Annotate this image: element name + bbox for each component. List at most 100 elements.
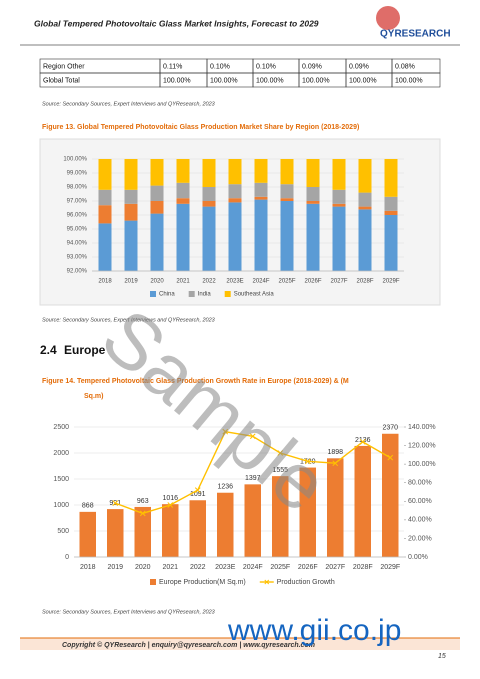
bar [228, 184, 242, 199]
y-tick-label: 1500 [53, 476, 69, 483]
y-tick-label: 100.00% [63, 157, 87, 163]
bar [384, 159, 398, 197]
x-tick-label: 2025F [270, 564, 290, 571]
bar [358, 192, 372, 207]
x-tick-label: 2027F [325, 564, 345, 571]
bar [332, 203, 346, 207]
bar [228, 202, 242, 271]
bar [306, 203, 320, 271]
table-cell-text: 0.11% [163, 63, 182, 70]
bar [134, 506, 151, 557]
y-tick-label: 93.00% [67, 255, 88, 261]
logo-text: QYRESEARCH [380, 29, 451, 40]
y2-tick-label: 80.00% [408, 480, 432, 487]
bar [98, 205, 112, 224]
line-marker [359, 439, 366, 445]
source-note: Source: Secondary Sources, Expert Interv… [42, 317, 216, 323]
line-marker [387, 454, 394, 461]
legend-swatch [150, 291, 156, 297]
data-label: 1016 [162, 495, 178, 502]
bar [306, 187, 320, 201]
bar [124, 189, 138, 204]
y-tick-label: 2000 [53, 450, 69, 457]
line-marker [139, 510, 146, 517]
bar [176, 203, 190, 271]
charts: 92.00% 93.00% 94.00% 95.00% 96.00% 97.00% 98.0… [53, 157, 435, 586]
table-cell-text: 0.10% [210, 63, 230, 70]
y2-tick-label: 40.00% [408, 517, 432, 524]
footer-text: Copyright © QYResearch | enquiry@qyresea… [62, 641, 315, 649]
data-label: 1091 [190, 491, 206, 498]
bar [202, 159, 216, 187]
y-tick-label: 2500 [53, 424, 69, 431]
section-title: Europe [64, 343, 106, 357]
bar [79, 511, 96, 557]
table-cell-text: 100.00% [256, 77, 284, 84]
bar [107, 509, 124, 557]
data-label: 1397 [245, 475, 261, 482]
x-tick-label: 2018 [80, 564, 96, 571]
table: Region Other 0.11% 0.10% 0.10% 0.09% 0.09% 0.0… [39, 58, 441, 88]
table-cell-text: 100.00% [395, 77, 423, 84]
data-label: 1898 [327, 449, 343, 456]
x-tick-label: 2019 [107, 564, 123, 571]
figure-caption: Figure 13. Global Tempered Photovoltaic … [42, 124, 359, 131]
line-marker [222, 428, 229, 435]
figure-caption: Figure 14. Tempered Photovoltaic Glass P… [42, 378, 349, 385]
legend-swatch [224, 291, 231, 297]
line-marker [167, 502, 174, 508]
legend-label: Southeast Asia [234, 292, 275, 298]
bar [384, 215, 398, 271]
x-tick-label: 2029F [382, 279, 399, 285]
x-tick-label: 2025F [278, 279, 295, 285]
x-tick-label: 2023E [215, 564, 236, 571]
line-marker [249, 433, 256, 440]
x-tick-label: 2028F [353, 564, 373, 571]
x-tick-label: 2029F [380, 564, 400, 571]
y-tick-label: 94.00% [67, 241, 88, 247]
bar [332, 189, 346, 204]
bar [124, 203, 138, 221]
table-cell-text: 100.00% [349, 77, 377, 84]
y-tick-label: 95.00% [67, 227, 88, 233]
bar [124, 220, 138, 271]
logo-mark [376, 6, 400, 30]
x-tick-label: 2024F [252, 279, 269, 285]
table-cell-text: 0.08% [395, 63, 415, 70]
x-tick-label: 2021 [176, 279, 190, 285]
bar [98, 189, 112, 206]
x-tick-label: 2018 [98, 279, 112, 285]
legend-label: India [198, 292, 212, 298]
x-tick-label: 2020 [135, 564, 151, 571]
bar [254, 159, 268, 183]
table-cell-text: 100.00% [163, 77, 191, 84]
page-number: 15 [438, 653, 446, 660]
y-tick-label: 97.00% [67, 199, 88, 205]
bar [280, 198, 294, 201]
bar [280, 159, 294, 185]
bar [332, 206, 346, 271]
table-cell-text: Region Other [43, 63, 85, 70]
line-marker [112, 500, 119, 506]
bar [162, 504, 179, 557]
bar [217, 492, 234, 557]
bar [280, 184, 294, 199]
data-label: 1555 [272, 467, 288, 474]
bar [354, 445, 371, 557]
bar [124, 159, 138, 190]
legend-swatch [188, 291, 195, 297]
y2-tick-label: 20.00% [408, 535, 432, 542]
y2-tick-label: 0.00% [408, 554, 428, 561]
legend-label: Europe Production(M Sq.m) [159, 579, 246, 586]
bar [299, 467, 316, 557]
bar [358, 206, 372, 210]
bar [150, 185, 164, 201]
table-cell-text: Global Total [43, 77, 80, 84]
bar [176, 159, 190, 183]
data-label: 963 [137, 498, 149, 505]
table-cell-text: 0.09% [349, 63, 369, 70]
source-note: Source: Secondary Sources, Expert Interv… [42, 101, 216, 107]
bar [327, 458, 344, 557]
data-label: 1236 [217, 484, 233, 491]
